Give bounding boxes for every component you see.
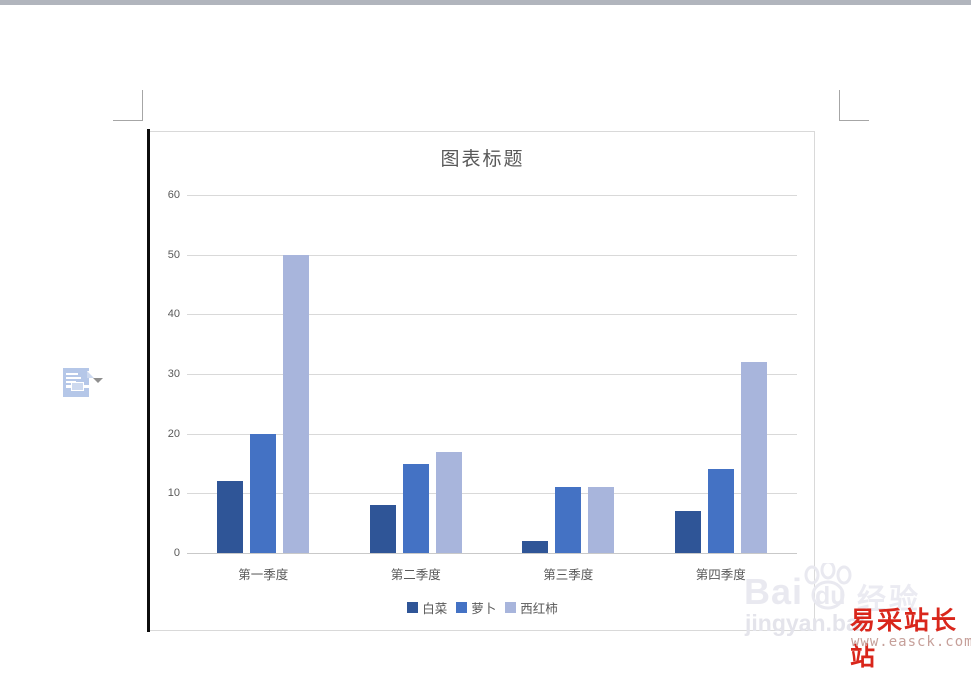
y-axis-tick-label: 60 bbox=[167, 189, 180, 201]
legend-swatch-icon bbox=[456, 602, 468, 613]
gridline bbox=[187, 314, 797, 316]
gridline bbox=[187, 254, 797, 256]
y-axis-tick-label: 0 bbox=[173, 547, 180, 559]
bar-白菜-第三季度[interactable] bbox=[522, 541, 549, 553]
baidu-paw-icon bbox=[804, 563, 852, 610]
layout-options-button[interactable] bbox=[60, 366, 103, 400]
bar-萝卜-第四季度[interactable] bbox=[707, 469, 734, 553]
bar-西红柿-第二季度[interactable] bbox=[435, 451, 462, 553]
window-top-strip bbox=[0, 0, 971, 5]
gridline bbox=[187, 195, 797, 196]
y-axis-tick-label: 30 bbox=[167, 368, 180, 380]
legend-label: 白菜 bbox=[422, 602, 448, 616]
gridline bbox=[187, 493, 797, 495]
jingyan-logo-text: 经验 bbox=[857, 584, 922, 616]
y-axis-tick-label: 40 bbox=[167, 308, 180, 321]
chart-plot-area: 0 10 20 30 40 50 60 第一季度 第二季度 第三季度 第四季度 bbox=[150, 132, 815, 632]
y-axis-tick-label: 10 bbox=[167, 487, 180, 500]
legend-label: 萝卜 bbox=[471, 602, 497, 616]
bar-西红柿-第三季度[interactable] bbox=[588, 487, 615, 553]
baidu-logo-text: Bai bbox=[744, 571, 804, 612]
y-axis-tick-label: 20 bbox=[167, 427, 180, 440]
chart-legend[interactable]: 白菜 萝卜 西红柿 bbox=[150, 598, 815, 617]
legend-swatch-icon bbox=[407, 602, 419, 613]
chart-object[interactable]: 图表标题 0 10 20 30 40 50 60 第一季度 第二季度 第三季度 第四季度 白菜 萝卜 西… bbox=[150, 131, 815, 631]
crop-mark-top-left-vertical bbox=[142, 90, 143, 121]
x-axis-category-label: 第二季度 bbox=[390, 568, 441, 582]
legend-item-西红柿[interactable]: 西红柿 bbox=[505, 598, 558, 617]
crop-mark-top-left-horizontal bbox=[113, 120, 143, 121]
x-axis-line bbox=[187, 553, 797, 554]
legend-swatch-icon bbox=[505, 602, 517, 613]
bar-萝卜-第三季度[interactable] bbox=[555, 487, 582, 553]
chevron-down-icon[interactable] bbox=[93, 378, 103, 383]
bar-西红柿-第四季度[interactable] bbox=[740, 362, 767, 553]
legend-item-白菜[interactable]: 白菜 bbox=[407, 598, 447, 617]
crop-mark-top-right-vertical bbox=[839, 90, 840, 121]
jingyan-url-text: jingyan.bai bbox=[745, 610, 866, 636]
chart-title[interactable]: 图表标题 bbox=[440, 149, 525, 170]
bar-白菜-第四季度[interactable] bbox=[674, 511, 701, 553]
chart-left-edge-line bbox=[147, 129, 150, 632]
bar-萝卜-第一季度[interactable] bbox=[250, 433, 277, 553]
x-axis-category-label: 第一季度 bbox=[238, 568, 289, 582]
bar-白菜-第一季度[interactable] bbox=[217, 481, 244, 553]
gridline bbox=[187, 374, 797, 375]
bar-西红柿-第一季度[interactable] bbox=[283, 254, 310, 553]
layout-options-document-icon[interactable] bbox=[63, 368, 94, 397]
legend-item-萝卜[interactable]: 萝卜 bbox=[456, 598, 496, 617]
bar-萝卜-第二季度[interactable] bbox=[402, 463, 429, 553]
gridline bbox=[187, 433, 797, 435]
bar-白菜-第二季度[interactable] bbox=[369, 505, 396, 553]
x-axis-category-label: 第三季度 bbox=[543, 568, 594, 582]
y-axis-tick-label: 50 bbox=[167, 248, 180, 261]
legend-label: 西红柿 bbox=[520, 602, 558, 616]
crop-mark-top-right-horizontal bbox=[839, 120, 869, 121]
x-axis-category-label: 第四季度 bbox=[695, 568, 746, 582]
site-watermark-url: www.easck.com bbox=[851, 634, 971, 650]
baidu-logo-text2: du bbox=[815, 582, 846, 610]
